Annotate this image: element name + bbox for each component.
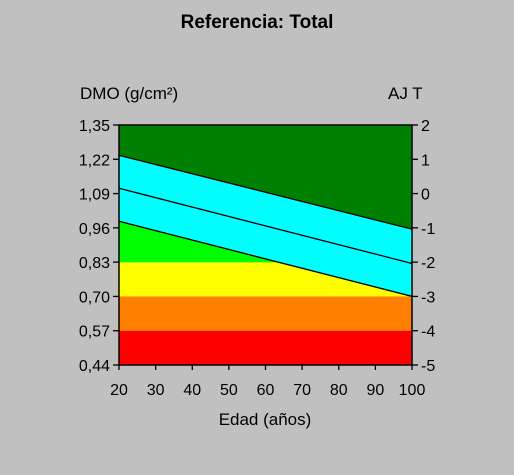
x-tick-label: 30 bbox=[147, 382, 165, 399]
y2-tick-label: 0 bbox=[421, 187, 430, 204]
y-tick-label: 0,70 bbox=[79, 289, 110, 306]
reference-line-0 bbox=[118, 154, 413, 230]
reference-line-2 bbox=[118, 220, 413, 298]
y-axis-title-left: DMO (g/cm²) bbox=[80, 84, 179, 103]
y-tick-label: 0,44 bbox=[79, 358, 110, 375]
x-tick-label: 80 bbox=[330, 382, 348, 399]
band-0 bbox=[119, 330, 412, 365]
band-1 bbox=[119, 296, 412, 331]
y-tick-label: 0,57 bbox=[79, 324, 110, 341]
y2-tick-label: -1 bbox=[421, 221, 435, 238]
x-tick-label: 100 bbox=[399, 382, 426, 399]
y-axis-title-right: AJ T bbox=[388, 84, 423, 103]
chart-title: Referencia: Total bbox=[180, 12, 334, 33]
x-tick-label: 50 bbox=[220, 382, 238, 399]
y-tick-label: 1,22 bbox=[79, 152, 110, 169]
y2-tick-label: -5 bbox=[421, 358, 435, 375]
y2-tick-label: -4 bbox=[421, 324, 435, 341]
x-tick-label: 90 bbox=[366, 382, 384, 399]
x-tick-label: 60 bbox=[257, 382, 275, 399]
x-tick-label: 20 bbox=[110, 382, 128, 399]
y2-tick-label: -3 bbox=[421, 289, 435, 306]
y-tick-label: 0,83 bbox=[79, 255, 110, 272]
axes: 0,44 0,57 0,70 0,83 0,96 1,09 1,22 1,35 -5 -4 -3 -2… bbox=[79, 118, 435, 399]
x-tick-label: 40 bbox=[183, 382, 201, 399]
x-axis-title: Edad (años) bbox=[218, 410, 312, 429]
plot-area bbox=[118, 125, 413, 365]
x-tick-label: 70 bbox=[293, 382, 311, 399]
y-tick-label: 0,96 bbox=[79, 221, 110, 238]
y2-tick-label: 2 bbox=[421, 118, 430, 135]
y2-tick-label: -2 bbox=[421, 255, 435, 272]
y-tick-label: 1,09 bbox=[79, 187, 110, 204]
y2-tick-label: 1 bbox=[421, 152, 430, 169]
reference-line-1 bbox=[118, 187, 413, 265]
y-tick-label: 1,35 bbox=[79, 118, 110, 135]
